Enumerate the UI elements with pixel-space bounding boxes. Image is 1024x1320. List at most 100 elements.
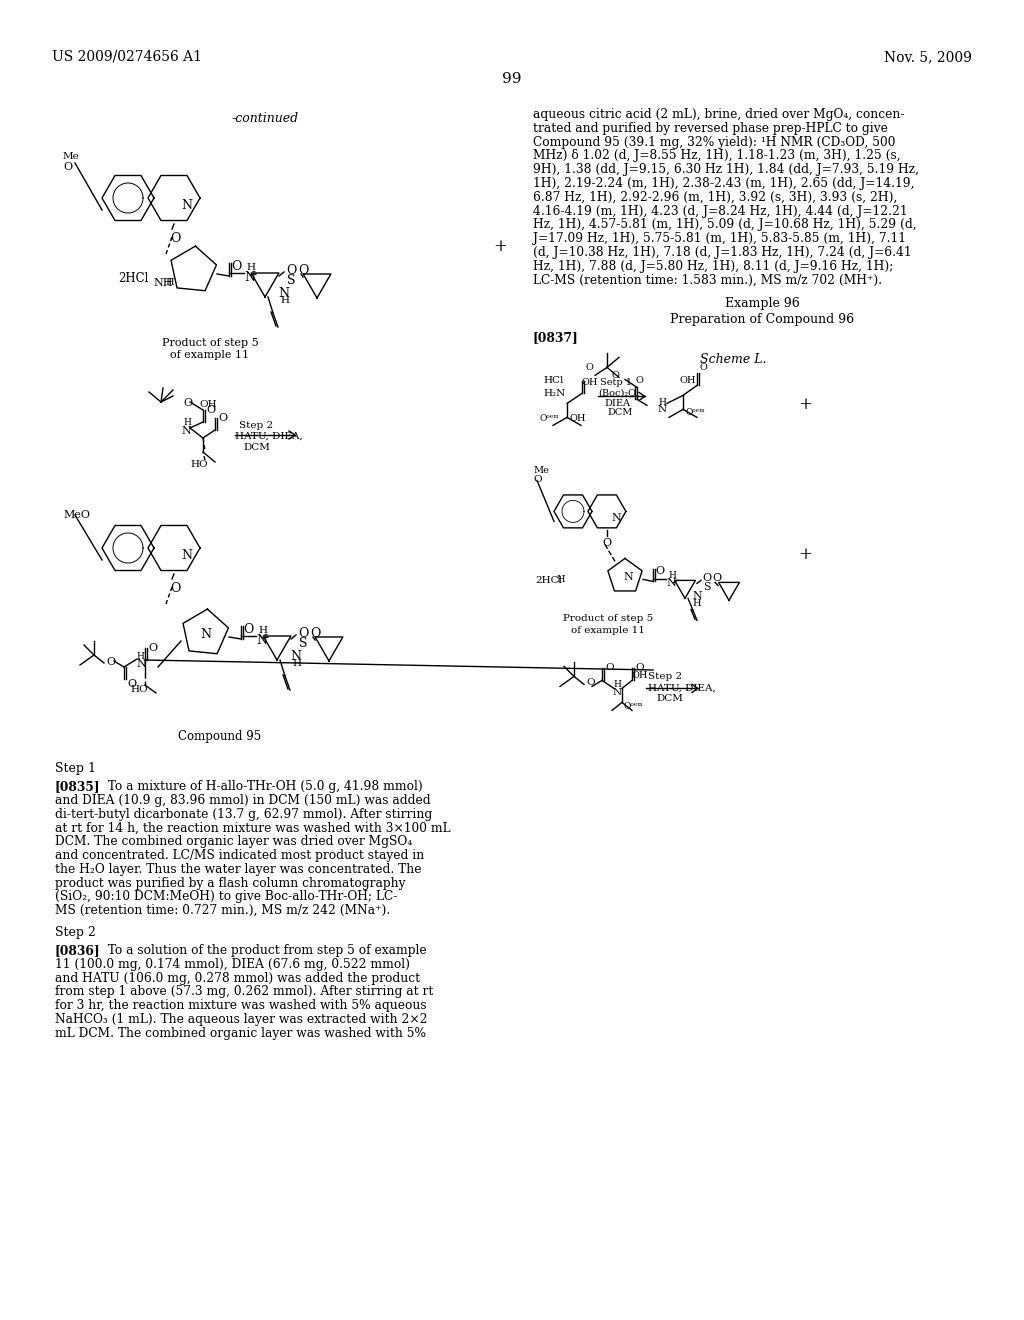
Text: 99: 99 bbox=[502, 73, 522, 86]
Text: Product of step 5: Product of step 5 bbox=[563, 614, 653, 623]
Text: DCM: DCM bbox=[656, 694, 683, 704]
Text: H: H bbox=[136, 652, 144, 661]
Text: Setp 1: Setp 1 bbox=[600, 379, 632, 387]
Text: HATU, DIEA,: HATU, DIEA, bbox=[234, 432, 303, 441]
Text: Hz, 1H), 7.88 (d, J=5.80 Hz, 1H), 8.11 (d, J=9.16 Hz, 1H);: Hz, 1H), 7.88 (d, J=5.80 Hz, 1H), 8.11 (… bbox=[534, 260, 893, 273]
Text: O: O bbox=[534, 475, 542, 484]
Text: Nov. 5, 2009: Nov. 5, 2009 bbox=[884, 50, 972, 63]
Text: OH: OH bbox=[200, 400, 217, 409]
Text: H: H bbox=[280, 296, 289, 305]
Text: +: + bbox=[798, 396, 812, 413]
Text: H: H bbox=[183, 418, 190, 426]
Text: O: O bbox=[605, 664, 613, 672]
Text: O: O bbox=[206, 405, 215, 414]
Text: HCl: HCl bbox=[543, 376, 563, 385]
Text: Step 2: Step 2 bbox=[648, 672, 682, 681]
Text: S: S bbox=[287, 275, 295, 286]
Text: MS (retention time: 0.727 min.), MS m/z 242 (MNa⁺).: MS (retention time: 0.727 min.), MS m/z … bbox=[55, 904, 390, 917]
Text: and HATU (106.0 mg, 0.278 mmol) was added the product: and HATU (106.0 mg, 0.278 mmol) was adde… bbox=[55, 972, 420, 985]
Text: N: N bbox=[624, 573, 633, 582]
Text: Hz, 1H), 4.57-5.81 (m, 1H), 5.09 (d, J=10.68 Hz, 1H), 5.29 (d,: Hz, 1H), 4.57-5.81 (m, 1H), 5.09 (d, J=1… bbox=[534, 218, 916, 231]
Text: Oᵒᵉᵐ: Oᵒᵉᵐ bbox=[686, 408, 706, 417]
Text: O: O bbox=[183, 399, 193, 408]
Text: Oᵒᵉᵐ: Oᵒᵉᵐ bbox=[624, 702, 644, 711]
Text: O: O bbox=[585, 363, 593, 372]
Text: mL DCM. The combined organic layer was washed with 5%: mL DCM. The combined organic layer was w… bbox=[55, 1027, 426, 1040]
Text: of example 11: of example 11 bbox=[571, 627, 645, 635]
Text: +: + bbox=[494, 238, 507, 255]
Text: O: O bbox=[106, 657, 115, 667]
Text: O: O bbox=[218, 413, 227, 422]
Text: 11 (100.0 mg, 0.174 mmol), DIEA (67.6 mg, 0.522 mmol): 11 (100.0 mg, 0.174 mmol), DIEA (67.6 mg… bbox=[55, 958, 410, 970]
Text: Step 1: Step 1 bbox=[55, 762, 96, 775]
Text: Scheme L.: Scheme L. bbox=[700, 354, 767, 367]
Text: O: O bbox=[636, 376, 644, 385]
Text: product was purified by a flash column chromatography: product was purified by a flash column c… bbox=[55, 876, 406, 890]
Text: 2HCl: 2HCl bbox=[118, 272, 148, 285]
Text: O: O bbox=[231, 260, 242, 273]
Text: Compound 95 (39.1 mg, 32% yield): ¹H NMR (CD₃OD, 500: Compound 95 (39.1 mg, 32% yield): ¹H NMR… bbox=[534, 136, 896, 149]
Text: O: O bbox=[298, 264, 308, 277]
Text: 2HCl: 2HCl bbox=[535, 577, 562, 585]
Text: N: N bbox=[658, 405, 667, 414]
Text: O: O bbox=[655, 566, 665, 577]
Text: LC-MS (retention time: 1.583 min.), MS m/z 702 (MH⁺).: LC-MS (retention time: 1.583 min.), MS m… bbox=[534, 273, 882, 286]
Text: DIEA: DIEA bbox=[604, 400, 630, 408]
Text: HO: HO bbox=[130, 685, 147, 694]
Text: Oᵒᵉᵐ: Oᵒᵉᵐ bbox=[539, 414, 559, 424]
Text: N: N bbox=[201, 628, 212, 642]
Text: N: N bbox=[136, 659, 145, 669]
Text: [0837]: [0837] bbox=[534, 331, 579, 345]
Text: J=17.09 Hz, 1H), 5.75-5.81 (m, 1H), 5.83-5.85 (m, 1H), 7.11: J=17.09 Hz, 1H), 5.75-5.81 (m, 1H), 5.83… bbox=[534, 232, 906, 246]
Text: N: N bbox=[181, 199, 193, 213]
Text: O: O bbox=[602, 539, 611, 548]
Text: from step 1 above (57.3 mg, 0.262 mmol). After stirring at rt: from step 1 above (57.3 mg, 0.262 mmol).… bbox=[55, 986, 433, 998]
Text: O: O bbox=[148, 643, 157, 653]
Text: 9H), 1.38 (dd, J=9.15, 6.30 Hz 1H), 1.84 (dd, J=7.93, 5.19 Hz,: 9H), 1.38 (dd, J=9.15, 6.30 Hz 1H), 1.84… bbox=[534, 164, 919, 176]
Text: N: N bbox=[256, 634, 267, 647]
Text: H₂N: H₂N bbox=[543, 389, 565, 399]
Text: O: O bbox=[63, 162, 72, 172]
Text: H: H bbox=[556, 576, 564, 585]
Text: DCM. The combined organic layer was dried over MgSO₄: DCM. The combined organic layer was drie… bbox=[55, 836, 412, 849]
Text: HO: HO bbox=[190, 459, 208, 469]
Text: DCM: DCM bbox=[243, 444, 270, 451]
Text: To a solution of the product from step 5 of example: To a solution of the product from step 5… bbox=[100, 944, 427, 957]
Text: H: H bbox=[258, 626, 267, 635]
Text: To a mixture of H-allo-THr-OH (5.0 g, 41.98 mmol): To a mixture of H-allo-THr-OH (5.0 g, 41… bbox=[100, 780, 423, 793]
Text: trated and purified by reversed phase prep-HPLC to give: trated and purified by reversed phase pr… bbox=[534, 121, 888, 135]
Text: H: H bbox=[292, 659, 301, 668]
Text: N: N bbox=[244, 271, 255, 284]
Text: O: O bbox=[713, 573, 722, 583]
Text: Compound 95: Compound 95 bbox=[178, 730, 261, 743]
Text: the H₂O layer. Thus the water layer was concentrated. The: the H₂O layer. Thus the water layer was … bbox=[55, 863, 422, 875]
Text: Step 2: Step 2 bbox=[55, 927, 96, 939]
Text: HATU, DIEA,: HATU, DIEA, bbox=[648, 684, 716, 693]
Text: 1H), 2.19-2.24 (m, 1H), 2.38-2.43 (m, 1H), 2.65 (dd, J=14.19,: 1H), 2.19-2.24 (m, 1H), 2.38-2.43 (m, 1H… bbox=[534, 177, 914, 190]
Text: (Boc)₂O,: (Boc)₂O, bbox=[598, 388, 639, 397]
Text: N: N bbox=[181, 549, 193, 562]
Text: NH: NH bbox=[153, 279, 172, 288]
Text: and concentrated. LC/MS indicated most product stayed in: and concentrated. LC/MS indicated most p… bbox=[55, 849, 424, 862]
Text: of example 11: of example 11 bbox=[170, 350, 250, 360]
Text: N: N bbox=[611, 513, 622, 524]
Text: O: O bbox=[702, 573, 712, 583]
Text: (d, J=10.38 Hz, 1H), 7.18 (d, J=1.83 Hz, 1H), 7.24 (d, J=6.41: (d, J=10.38 Hz, 1H), 7.18 (d, J=1.83 Hz,… bbox=[534, 246, 911, 259]
Text: and DIEA (10.9 g, 83.96 mmol) in DCM (150 mL) was added: and DIEA (10.9 g, 83.96 mmol) in DCM (15… bbox=[55, 793, 431, 807]
Text: for 3 hr, the reaction mixture was washed with 5% aqueous: for 3 hr, the reaction mixture was washe… bbox=[55, 999, 427, 1012]
Text: Example 96: Example 96 bbox=[725, 297, 800, 310]
Text: O: O bbox=[170, 232, 180, 246]
Text: +: + bbox=[798, 546, 812, 564]
Text: O: O bbox=[700, 363, 708, 372]
Text: OH: OH bbox=[581, 379, 597, 387]
Text: -continued: -continued bbox=[232, 112, 299, 125]
Text: S: S bbox=[299, 638, 307, 649]
Text: N: N bbox=[613, 689, 623, 697]
Text: O: O bbox=[586, 678, 595, 688]
Text: O: O bbox=[243, 623, 253, 636]
Text: H: H bbox=[692, 599, 701, 609]
Text: di-tert-butyl dicarbonate (13.7 g, 62.97 mmol). After stirring: di-tert-butyl dicarbonate (13.7 g, 62.97… bbox=[55, 808, 432, 821]
Text: Product of step 5: Product of step 5 bbox=[162, 338, 258, 348]
Text: O: O bbox=[611, 371, 618, 380]
Text: NaHCO₃ (1 mL). The aqueous layer was extracted with 2×2: NaHCO₃ (1 mL). The aqueous layer was ext… bbox=[55, 1012, 427, 1026]
